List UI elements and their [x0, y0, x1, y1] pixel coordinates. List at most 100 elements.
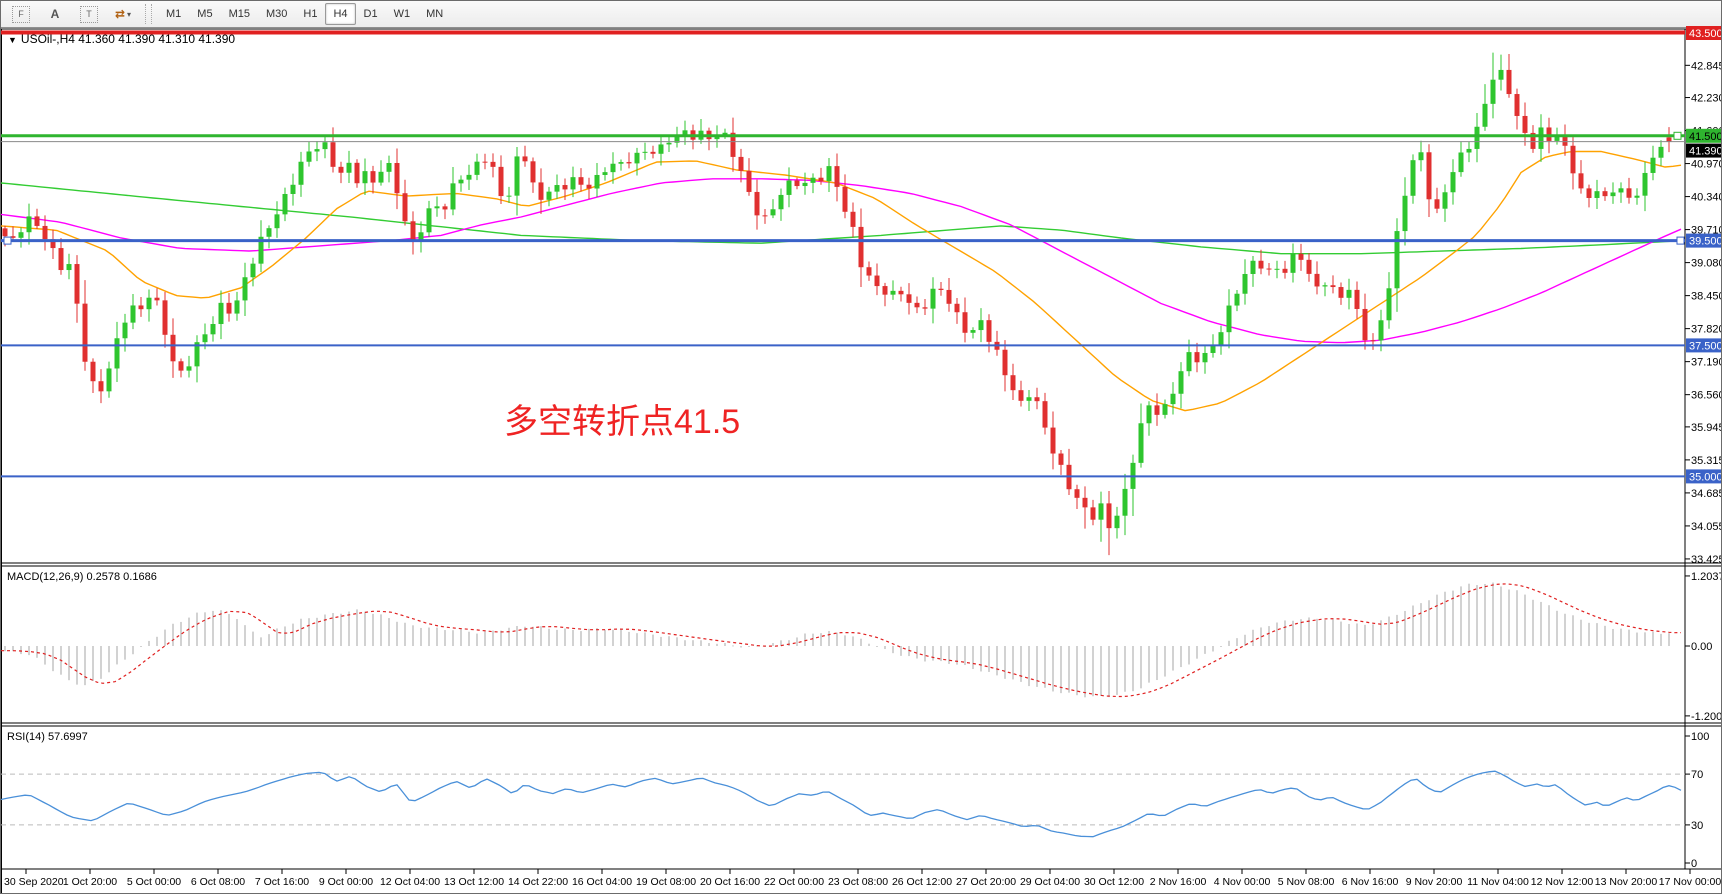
svg-text:2 Nov 16:00: 2 Nov 16:00	[1150, 876, 1207, 888]
macd-indicator-label: MACD(12,26,9) 0.2578 0.1686	[7, 571, 157, 583]
svg-text:5 Oct 00:00: 5 Oct 00:00	[127, 876, 181, 888]
ma-mid-magenta-line	[1, 178, 1682, 344]
timeframe-button-m15[interactable]: M15	[228, 8, 250, 20]
symbol-ohlc-text: USOil-,H4 41.360 41.390 41.310 41.390	[20, 32, 236, 46]
line-handle[interactable]	[1673, 131, 1682, 140]
price-badge-support-39500: 39.500	[1686, 233, 1722, 248]
toolbar-separator	[145, 4, 152, 24]
svg-text:12 Oct 04:00: 12 Oct 04:00	[380, 876, 440, 888]
timeframe-button-m5[interactable]: M5	[197, 8, 213, 20]
svg-text:1 Oct 20:00: 1 Oct 20:00	[63, 876, 117, 888]
timeframe-button-w1[interactable]: W1	[393, 8, 411, 20]
svg-text:37.190: 37.190	[1691, 357, 1722, 369]
svg-text:39.710: 39.710	[1691, 225, 1722, 237]
rsi-line	[1, 770, 1682, 838]
svg-text:29 Oct 04:00: 29 Oct 04:00	[1020, 876, 1080, 888]
timeframe-group: M1 M5 M15 M30 H1 H4 D1 W1 MN	[158, 3, 451, 25]
svg-text:30 Sep 2020: 30 Sep 2020	[4, 876, 64, 888]
ma-fast-orange-line	[1, 150, 1682, 412]
svg-text:41.390: 41.390	[1689, 146, 1722, 158]
svg-text:13 Nov 20:00: 13 Nov 20:00	[1595, 876, 1658, 888]
candles-layer	[2, 52, 1672, 556]
price-badge-support-37500: 37.500	[1686, 338, 1722, 353]
svg-text:39.080: 39.080	[1691, 258, 1722, 270]
svg-text:100: 100	[1691, 731, 1709, 743]
font-a-icon[interactable]: A	[39, 3, 71, 25]
svg-text:30: 30	[1691, 820, 1703, 832]
pane-borders	[1, 28, 1721, 893]
chart-grid-icon[interactable]: F	[5, 3, 37, 25]
svg-text:0.00: 0.00	[1691, 641, 1712, 653]
svg-text:33.425: 33.425	[1691, 554, 1722, 566]
svg-text:12 Nov 12:00: 12 Nov 12:00	[1531, 876, 1594, 888]
svg-text:23 Oct 08:00: 23 Oct 08:00	[828, 876, 888, 888]
chart-annotation-text[interactable]: 多空转折点41.5	[504, 403, 741, 441]
arrow-style-button[interactable]: ⇄ ▾	[107, 3, 139, 25]
time-axis[interactable]: 30 Sep 2020 1 Oct 20:00 5 Oct 00:00 6 Oct 0…	[4, 869, 1721, 888]
svg-text:70: 70	[1691, 769, 1703, 781]
timeframe-button-d1[interactable]: D1	[363, 8, 378, 20]
text-tool-glyph: T	[80, 5, 98, 23]
price-badge-pivot-41500: 41.500	[1686, 128, 1722, 143]
grid-f-glyph: F	[12, 5, 30, 23]
svg-text:39.500: 39.500	[1689, 236, 1722, 248]
svg-text:36.560: 36.560	[1691, 390, 1722, 402]
svg-text:42.845: 42.845	[1691, 60, 1722, 72]
svg-text:16 Oct 04:00: 16 Oct 04:00	[572, 876, 632, 888]
timeframe-button-m30[interactable]: M30	[265, 8, 288, 20]
svg-text:37.500: 37.500	[1689, 340, 1722, 352]
svg-text:17 Nov 00:00: 17 Nov 00:00	[1659, 876, 1722, 888]
hline-support-39500[interactable]	[1, 236, 1685, 245]
svg-text:35.945: 35.945	[1691, 422, 1722, 434]
svg-text:34.055: 34.055	[1691, 521, 1722, 533]
svg-text:6 Oct 08:00: 6 Oct 08:00	[191, 876, 245, 888]
svg-text:-1.2008: -1.2008	[1691, 711, 1722, 723]
symbol-ohlc-label[interactable]: ▼ USOil-,H4 41.360 41.390 41.310 41.390	[8, 32, 235, 46]
svg-text:6 Nov 16:00: 6 Nov 16:00	[1342, 876, 1399, 888]
macd-pane	[1, 582, 1682, 698]
rsi-indicator-label: RSI(14) 57.6997	[7, 731, 88, 743]
line-handle[interactable]	[3, 236, 12, 245]
price-badge-resistance-43500: 43.500	[1686, 26, 1721, 40]
svg-text:13 Oct 12:00: 13 Oct 12:00	[444, 876, 504, 888]
toolbar: F A T ⇄ ▾ M1 M5 M15 M30 H1 H4 D1 W1 MN	[1, 1, 1721, 28]
svg-text:7 Oct 16:00: 7 Oct 16:00	[255, 876, 309, 888]
svg-text:1.2037: 1.2037	[1691, 571, 1722, 583]
svg-text:14 Oct 22:00: 14 Oct 22:00	[508, 876, 568, 888]
svg-text:9 Oct 00:00: 9 Oct 00:00	[319, 876, 373, 888]
dropdown-caret-icon: ▾	[127, 9, 132, 19]
svg-text:0: 0	[1691, 858, 1697, 870]
svg-text:27 Oct 20:00: 27 Oct 20:00	[956, 876, 1016, 888]
svg-text:9 Nov 20:00: 9 Nov 20:00	[1406, 876, 1463, 888]
timeframe-button-h4[interactable]: H4	[325, 3, 356, 25]
svg-text:35.315: 35.315	[1691, 455, 1722, 467]
svg-text:30 Oct 12:00: 30 Oct 12:00	[1084, 876, 1144, 888]
timeframe-button-mn[interactable]: MN	[426, 8, 444, 20]
line-handle[interactable]	[1676, 236, 1685, 245]
price-badge-support-35000: 35.000	[1686, 469, 1722, 484]
svg-text:37.820: 37.820	[1691, 324, 1722, 336]
svg-text:40.970: 40.970	[1691, 159, 1722, 171]
svg-text:5 Nov 08:00: 5 Nov 08:00	[1278, 876, 1335, 888]
svg-text:26 Oct 12:00: 26 Oct 12:00	[892, 876, 952, 888]
timeframe-button-h1[interactable]: H1	[303, 8, 318, 20]
svg-text:22 Oct 00:00: 22 Oct 00:00	[764, 876, 824, 888]
svg-text:34.685: 34.685	[1691, 488, 1722, 500]
svg-text:41.500: 41.500	[1689, 131, 1722, 143]
text-tool-icon[interactable]: T	[73, 3, 105, 25]
ma-slow-green-line	[1, 182, 1682, 255]
svg-text:4 Nov 00:00: 4 Nov 00:00	[1214, 876, 1271, 888]
svg-text:38.450: 38.450	[1691, 291, 1722, 303]
timeframe-button-m1[interactable]: M1	[166, 8, 182, 20]
price-axis[interactable]: 42.84542.23041.60040.97040.34039.71039.0…	[1685, 60, 1722, 870]
collapse-icon[interactable]: ▼	[8, 35, 17, 45]
macd-signal-line	[1, 583, 1682, 698]
svg-text:42.230: 42.230	[1691, 93, 1722, 105]
svg-text:35.000: 35.000	[1689, 471, 1722, 483]
rsi-pane	[1, 770, 1685, 838]
svg-text:40.340: 40.340	[1691, 192, 1722, 204]
arrow-style-icon: ⇄	[114, 7, 126, 21]
hline-pivot-41500[interactable]	[1, 131, 1685, 140]
